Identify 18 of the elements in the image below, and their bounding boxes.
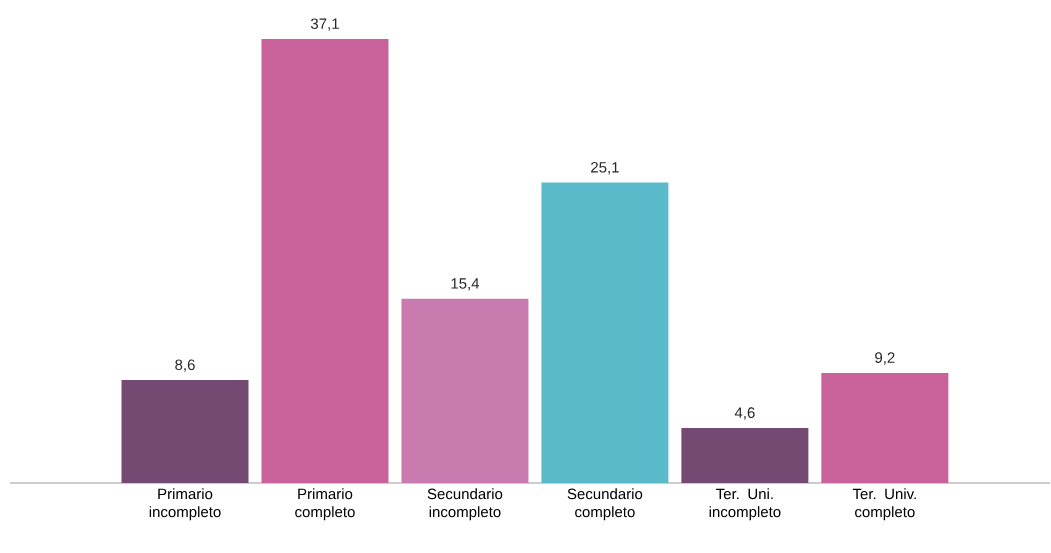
x-tick-label: Secundario incompleto	[427, 488, 503, 521]
x-tick-label: Ter. Univ. completo	[852, 488, 916, 521]
data-label: 9,2	[875, 352, 895, 365]
data-label: 8,6	[175, 359, 195, 372]
bar	[541, 182, 669, 483]
bar	[681, 427, 809, 483]
data-label: 4,6	[734, 407, 755, 420]
data-label: 25,1	[591, 162, 619, 175]
x-tick-label: Primario incompleto	[149, 488, 221, 521]
data-label: 15,4	[451, 278, 480, 291]
bar	[401, 298, 529, 483]
bar	[121, 380, 249, 483]
x-tick-label: Secundario completo	[567, 488, 643, 521]
x-tick-label: Primario completo	[295, 488, 355, 521]
bar	[821, 372, 949, 483]
bar	[261, 38, 389, 483]
data-label: 37,1	[310, 18, 339, 31]
x-tick-label: Ter. Uni. incompleto	[709, 488, 781, 521]
